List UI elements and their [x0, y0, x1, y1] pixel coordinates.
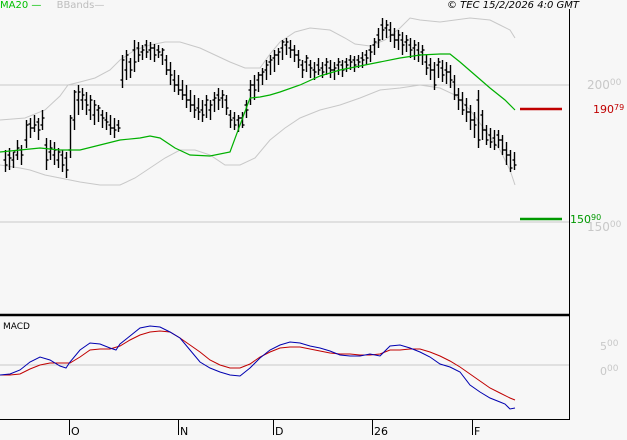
price-grid — [0, 84, 569, 223]
macd-title: MACD — [3, 322, 30, 332]
x-axis-label-oct: O — [71, 425, 80, 438]
x-axis-label-dec: D — [275, 425, 284, 438]
macd-line — [0, 325, 516, 410]
resistance-level-label: 19079 — [593, 103, 625, 116]
x-axis-label-2026: 26 — [374, 425, 388, 438]
legend-ma20: MA20 — — [0, 0, 42, 11]
x-axis-label-nov: N — [180, 425, 189, 438]
ma20-line — [0, 53, 516, 157]
chart-legend: MA20 — BBands— — [0, 0, 104, 11]
copyright-timestamp: © TEC 15/2/2026 4:0 GMT — [447, 0, 579, 11]
support-level-label: 15090 — [570, 213, 602, 226]
macd-axis-label-5: 500 — [600, 339, 619, 353]
bollinger-lower-band — [0, 84, 516, 186]
x-axis-label-feb: F — [474, 425, 481, 438]
price-axis-label-200: 20000 — [587, 78, 622, 92]
macd-axis-label-0: 000 — [600, 364, 619, 378]
legend-bbands: BBands— — [56, 0, 105, 11]
price-axis-label-150: 15000 — [587, 220, 622, 234]
axes — [0, 9, 570, 435]
macd-signal-line — [0, 330, 516, 401]
bollinger-upper-band — [0, 17, 516, 121]
ohlc-bars — [3, 18, 517, 178]
